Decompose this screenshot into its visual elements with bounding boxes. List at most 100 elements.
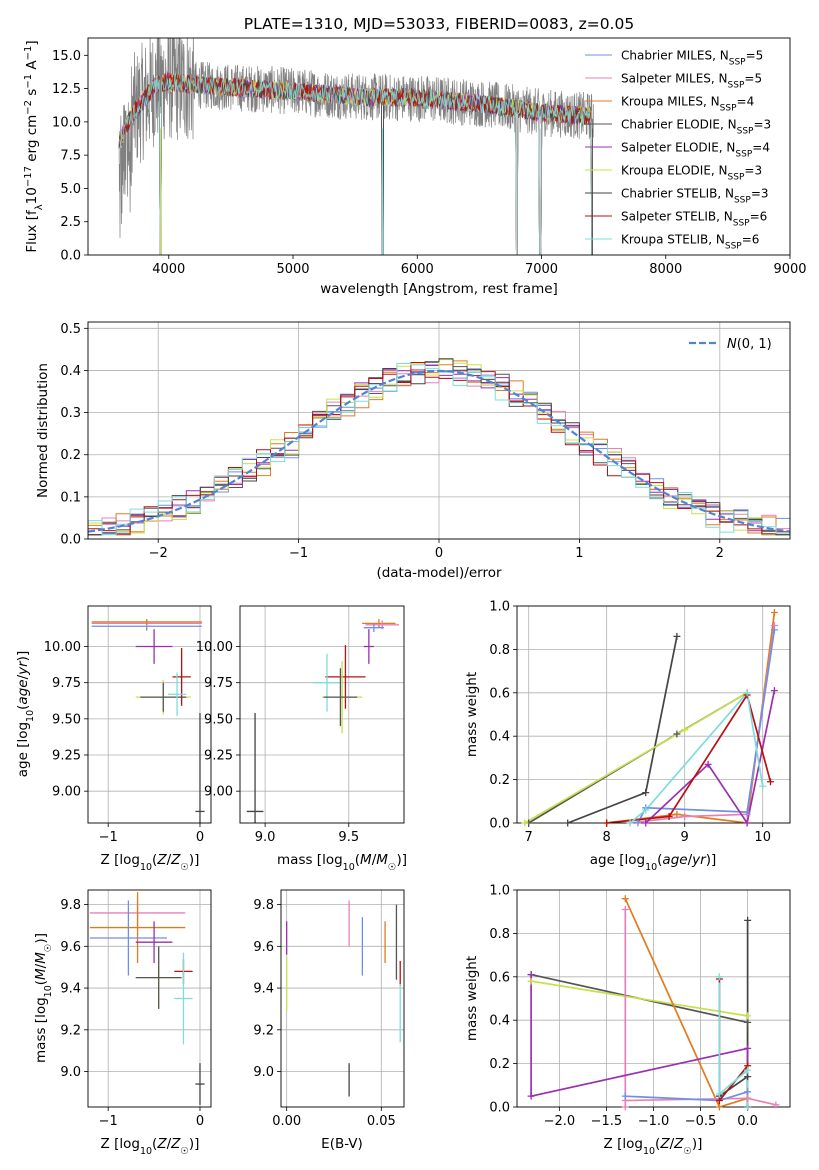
label-part: yr xyxy=(15,660,31,676)
weight-marker xyxy=(527,977,535,985)
y-axis-label: mass weight xyxy=(464,956,480,1041)
x-axis-label: mass [log10(M/M☉)] xyxy=(277,852,407,873)
grid xyxy=(281,890,404,1107)
weight-line xyxy=(718,976,749,1107)
plot-area xyxy=(91,619,205,823)
label-part: ( xyxy=(152,852,157,868)
tick-label-y: 0.6 xyxy=(489,970,510,985)
axes-frame xyxy=(87,321,791,540)
tick-label-y: 10.00 xyxy=(196,640,233,655)
spectrum-model-line-8 xyxy=(118,73,594,255)
weight-marker xyxy=(621,906,629,914)
legend-sub: SSP xyxy=(735,150,752,160)
x-axis-label: (data-model)/error xyxy=(376,565,502,581)
legend-suffix: =5 xyxy=(744,72,762,86)
axes-residuals: −2 −1 0 1 2 0.0 0.1 0.2 0.3 0.4 0.5 xyxy=(60,321,791,561)
grid xyxy=(517,605,790,824)
plot-area xyxy=(246,619,399,823)
weight-marker xyxy=(704,760,712,768)
y-axis-label: Flux [fλ10−17 erg cm−2 s−1 A−1] xyxy=(23,40,45,252)
tick-label-y: 9.8 xyxy=(253,898,274,913)
tick-label-y: 0.2 xyxy=(489,1057,510,1072)
tick-label-y: 9.4 xyxy=(60,982,81,997)
label-part: / xyxy=(688,852,693,868)
label-part: M xyxy=(376,852,388,868)
weight-marker xyxy=(715,1103,723,1111)
weight-marker xyxy=(715,973,723,981)
label-part: ( xyxy=(152,1136,157,1152)
tick-label-x: 5000 xyxy=(276,262,309,277)
label-part: 10 xyxy=(343,862,355,873)
label-part: ☉ xyxy=(683,1146,692,1157)
y-axis-label-part: −1 xyxy=(23,74,34,89)
weight-marker xyxy=(743,819,751,827)
label-part: M xyxy=(33,968,49,980)
label-part: M xyxy=(33,952,49,964)
legend-suffix: =3 xyxy=(744,164,762,178)
label-part: / xyxy=(33,963,49,968)
legend-entry: Salpeter ELODIE, NSSP=4 xyxy=(621,141,770,160)
weight-marker xyxy=(642,789,650,797)
legend-normal-n: N xyxy=(727,337,737,352)
legend-text: Chabrier ELODIE, N xyxy=(621,118,737,132)
weight-marker xyxy=(681,726,689,734)
tick-label-y: 0.4 xyxy=(489,1014,510,1029)
tick-label-y: 2.5 xyxy=(60,215,81,230)
tick-label-y: 9.6 xyxy=(60,940,81,955)
tick-label-y: 0.2 xyxy=(489,773,510,788)
tick-label-x: 7000 xyxy=(525,262,558,277)
y-axis-label-part: s xyxy=(24,89,40,100)
label-part: 10 xyxy=(643,1146,655,1157)
weight-marker xyxy=(744,1103,752,1111)
tick-label-x: −2.0 xyxy=(544,1114,576,1129)
tick-label-y: 0.1 xyxy=(60,490,81,505)
legend-sub: SSP xyxy=(733,219,750,229)
tick-label-y: 9.25 xyxy=(52,749,81,764)
tick-label-y: 9.50 xyxy=(204,712,233,727)
legend-normal-args: (0, 1) xyxy=(737,337,772,352)
tick-label-x: 0.05 xyxy=(367,1114,396,1129)
axes-spectrum: 4000 5000 6000 7000 8000 9000 0.0 2.5 5.0 7.5 10.0… xyxy=(52,37,807,277)
label-part: age [log xyxy=(15,722,31,777)
plot-area xyxy=(524,612,776,823)
tick-label-x: 9000 xyxy=(773,262,806,277)
label-part: )] xyxy=(692,1136,703,1152)
axes-frame xyxy=(516,889,791,1108)
weight-marker xyxy=(681,812,689,820)
weight-marker xyxy=(744,1088,752,1096)
weight-marker xyxy=(744,1018,752,1026)
legend-entry: Chabrier ELODIE, NSSP=3 xyxy=(621,118,771,137)
legend-suffix: =6 xyxy=(742,233,760,247)
tick-label-x: −1.5 xyxy=(591,1114,623,1129)
plot-area xyxy=(118,38,594,255)
spectrum-data-line xyxy=(118,38,594,238)
label-part: Z xyxy=(170,1136,181,1152)
legend-entry: Kroupa STELIB, NSSP=6 xyxy=(621,233,759,252)
x-axis-label: Z [log10(Z/Z☉)] xyxy=(101,852,200,873)
legend-sub: SSP xyxy=(737,127,754,137)
tick-label-y: 9.75 xyxy=(52,676,81,691)
y-axis-label-part: λ xyxy=(34,204,45,210)
legend-text: Salpeter MILES, N xyxy=(621,72,728,86)
legend-suffix: =3 xyxy=(753,118,771,132)
weight-marker xyxy=(744,916,752,924)
weight-line xyxy=(524,692,748,823)
weight-line xyxy=(637,629,776,823)
legend-sub: SSP xyxy=(725,242,742,252)
weight-marker xyxy=(767,778,774,786)
x-axis-label: age [log10(age/yr)] xyxy=(590,852,716,873)
y-axis-label: age [log10(age/yr)] xyxy=(15,651,36,777)
legend-entry: Chabrier MILES, NSSP=5 xyxy=(621,49,763,68)
tick-label-y: 9.50 xyxy=(52,712,81,727)
weight-marker xyxy=(642,806,650,814)
legend-entry: Kroupa MILES, NSSP=4 xyxy=(621,95,754,114)
label-part: ( xyxy=(33,980,49,985)
label-part: / xyxy=(15,674,31,679)
label-part: ( xyxy=(655,1136,660,1152)
tick-label-y: 9.75 xyxy=(204,676,233,691)
legend-entry: Chabrier STELIB, NSSP=3 xyxy=(621,187,769,206)
axes-frame xyxy=(87,605,212,824)
label-part: ( xyxy=(15,705,31,710)
axes-mass_vs_EBV: 0.00 0.05 9.0 9.2 9.4 9.6 9.8 xyxy=(253,889,405,1129)
